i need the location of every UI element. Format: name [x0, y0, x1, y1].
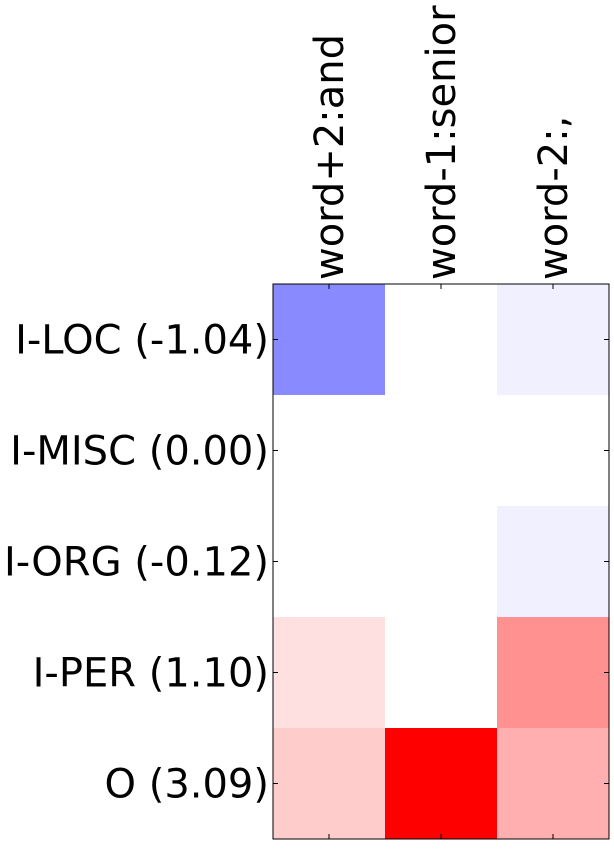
heatmap-cell-i-misc-0-00-word-2: [497, 395, 609, 506]
heatmap-cell-i-per-1-10-word-2-and: [273, 617, 385, 728]
heatmap-cells: [273, 284, 609, 839]
axis-ticks: [273, 284, 609, 839]
plot-frame: [272, 283, 610, 840]
row-label-i-org-0-12: I-ORG (-0.12): [4, 540, 269, 586]
heatmap-cell-i-loc-1-04-word-1-senior: [385, 284, 497, 395]
heatmap-cell-i-loc-1-04-word-2-and: [273, 284, 385, 395]
row-labels: I-LOC (-1.04) I-MISC (0.00) I-ORG (-0.12) I…: [4, 318, 269, 808]
column-label-word-2: word-2:,: [531, 116, 577, 280]
heatmap-cell-i-org-0-12-word-2-and: [273, 506, 385, 617]
heatmap-cell-i-misc-0-00-word-2-and: [273, 395, 385, 506]
heatmap-cell-i-per-1-10-word-2: [497, 617, 609, 728]
column-labels: word+2:and word-1:senior word-2:,: [307, 5, 577, 280]
heatmap-cell-i-loc-1-04-word-2: [497, 284, 609, 395]
column-label-word-1-senior: word-1:senior: [419, 5, 465, 280]
heatmap-cell-i-misc-0-00-word-1-senior: [385, 395, 497, 506]
column-label-word-2-and: word+2:and: [307, 34, 353, 280]
row-label-o-3-09: O (3.09): [105, 762, 269, 808]
heatmap-cell-i-per-1-10-word-1-senior: [385, 617, 497, 728]
heatmap-cell-i-org-0-12-word-2: [497, 506, 609, 617]
heatmap-cell-i-org-0-12-word-1-senior: [385, 506, 497, 617]
row-label-i-loc-1-04: I-LOC (-1.04): [15, 318, 269, 364]
heatmap-cell-o-3-09-word-1-senior: [385, 728, 497, 839]
row-label-i-per-1-10: I-PER (1.10): [33, 651, 269, 697]
heatmap-cell-o-3-09-word-2-and: [273, 728, 385, 839]
heatmap-cell-o-3-09-word-2: [497, 728, 609, 839]
row-label-i-misc-0-00: I-MISC (0.00): [10, 429, 269, 475]
